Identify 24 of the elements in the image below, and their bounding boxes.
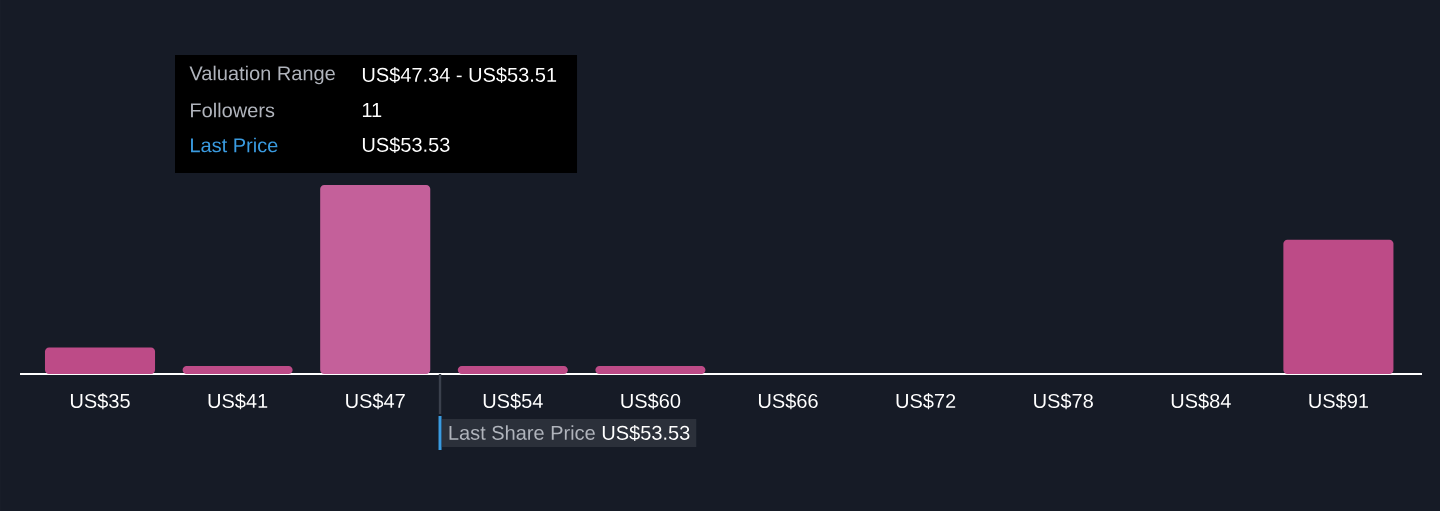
text: Valuation Range <box>189 65 335 85</box>
text: US$47.34 - US$53.51 <box>362 66 557 84</box>
bar <box>595 366 706 374</box>
text: 11 <box>362 103 382 117</box>
text: US$53.53 <box>362 136 450 154</box>
x-tick-label: US$91 <box>1309 393 1369 410</box>
x-tick-label: US$84 <box>1171 393 1231 410</box>
x-tick-label: US$78 <box>1034 393 1093 410</box>
bar <box>320 185 431 374</box>
text: Last Price <box>191 137 278 153</box>
bar <box>457 366 568 374</box>
x-tick-label: US$54 <box>483 393 543 410</box>
x-tick-label: US$66 <box>758 393 818 410</box>
bar <box>1283 239 1394 374</box>
x-tick-label: US$35 <box>70 393 130 410</box>
x-tick-label: US$72 <box>896 393 956 410</box>
bar <box>44 347 156 374</box>
text: Last Share Price <box>449 425 595 440</box>
x-tick-label: US$41 <box>208 393 268 410</box>
x-tick-label: US$60 <box>621 393 681 410</box>
text: Followers <box>191 102 275 118</box>
bar <box>182 366 293 374</box>
text: US$53.53 <box>602 424 690 442</box>
x-tick-label: US$47 <box>346 393 405 410</box>
